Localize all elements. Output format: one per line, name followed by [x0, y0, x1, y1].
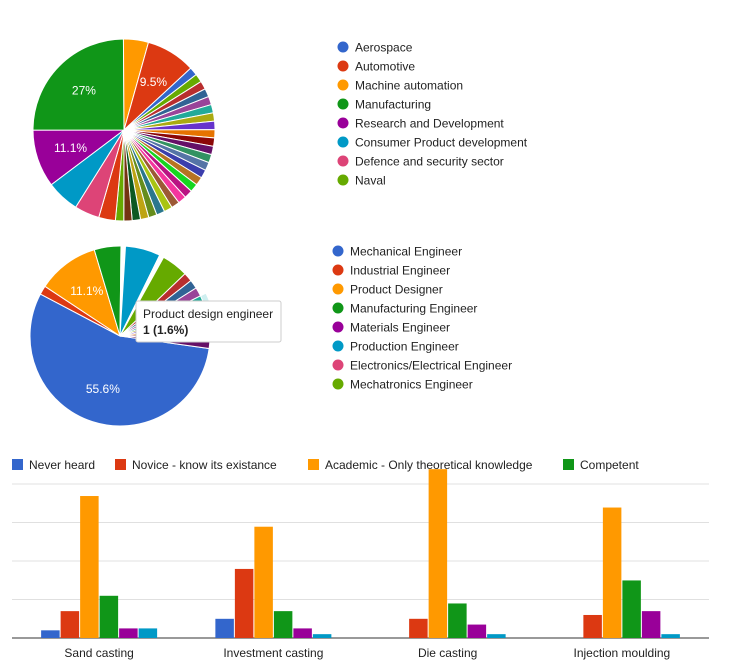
legend-label-materials-engineer[interactable]: Materials Engineer — [350, 321, 450, 335]
pie-slice-consumer-product-development[interactable] — [50, 129, 125, 208]
tooltip-value: 1 (1.6%) — [143, 323, 188, 337]
industry-pie-chart: 11.1% 27% 9.5% — [32, 38, 216, 222]
legend-label-product-designer[interactable]: Product Designer — [350, 283, 443, 297]
legend-label-electronics-electrical-engineer[interactable]: Electronics/Electrical Engineer — [350, 359, 512, 373]
bar-investment-casting-academic-only-theoretical-knowledge[interactable] — [254, 526, 273, 638]
category-label-die-casting: Die casting — [418, 646, 477, 660]
bar-die-casting-series-4[interactable] — [467, 624, 487, 638]
legend-marker-manufacturing-engineer — [332, 302, 344, 314]
industry-legend: Aerospace Automotive Machine automation Man… — [337, 41, 528, 188]
legend-label-mechanical-engineer[interactable]: Mechanical Engineer — [350, 245, 462, 259]
bar-injection-moulding-competent[interactable] — [622, 580, 641, 638]
bar-investment-casting-series-4[interactable] — [293, 628, 312, 638]
legend-marker-novice-know-its-existance — [115, 459, 126, 470]
legend-marker-aerospace — [337, 41, 349, 53]
legend-marker-academic-only-theoretical-knowledge — [308, 459, 319, 470]
bar-sand-casting-novice-know-its-existance[interactable] — [60, 611, 80, 638]
legend-marker-mechatronics-engineer — [332, 378, 344, 390]
legend-label-consumer-product-development[interactable]: Consumer Product development — [355, 136, 528, 150]
tooltip-title: Product design engineer — [143, 307, 273, 321]
legend-label-defence-and-security-sector[interactable]: Defence and security sector — [355, 155, 504, 169]
category-label-sand-casting: Sand casting — [64, 646, 133, 660]
bar-injection-moulding-series-5[interactable] — [661, 634, 680, 638]
legend-marker-industrial-engineer — [332, 264, 344, 276]
legend-label-automotive[interactable]: Automotive — [355, 60, 415, 74]
legend-marker-competent — [563, 459, 574, 470]
bar-die-casting-series-5[interactable] — [487, 634, 506, 638]
legend-label-production-engineer[interactable]: Production Engineer — [350, 340, 459, 354]
casting-bar-chart: Sand casting Investment casting Die castin… — [12, 469, 709, 660]
legend-label-novice-know-its-existance[interactable]: Novice - know its existance — [132, 458, 277, 472]
pie-slice-manufacturing[interactable] — [32, 38, 125, 131]
legend-label-industrial-engineer[interactable]: Industrial Engineer — [350, 264, 450, 278]
bar-injection-moulding-series-4[interactable] — [641, 611, 661, 638]
legend-label-aerospace[interactable]: Aerospace — [355, 41, 413, 55]
pie-slice-label: 9.5% — [140, 75, 168, 89]
bar-die-casting-competent[interactable] — [448, 603, 467, 638]
legend-marker-electronics-electrical-engineer — [332, 359, 344, 371]
pie-slice-label: 55.6% — [86, 382, 120, 396]
legend-label-never-heard[interactable]: Never heard — [29, 458, 95, 472]
bar-sand-casting-series-5[interactable] — [138, 628, 158, 638]
bar-sand-casting-competent[interactable] — [99, 595, 119, 638]
legend-label-academic-only-theoretical-knowledge[interactable]: Academic - Only theoretical knowledge — [325, 458, 533, 472]
bar-sand-casting-never-heard[interactable] — [41, 630, 60, 638]
legend-label-manufacturing-engineer[interactable]: Manufacturing Engineer — [350, 302, 477, 316]
legend-marker-defence-and-security-sector — [337, 155, 349, 167]
legend-marker-naval — [337, 174, 349, 186]
legend-marker-never-heard — [12, 459, 23, 470]
bar-die-casting-novice-know-its-existance[interactable] — [409, 618, 428, 638]
bar-investment-casting-never-heard[interactable] — [215, 618, 234, 638]
category-label-investment-casting: Investment casting — [223, 646, 323, 660]
casting-legend: Never heard Novice - know its existance Ac… — [12, 458, 639, 472]
role-legend: Mechanical Engineer Industrial Engineer Pr… — [332, 245, 512, 392]
bar-sand-casting-series-4[interactable] — [119, 628, 138, 638]
legend-label-mechatronics-engineer[interactable]: Mechatronics Engineer — [350, 378, 473, 392]
legend-label-naval[interactable]: Naval — [355, 174, 386, 188]
bar-investment-casting-series-5[interactable] — [312, 634, 332, 638]
bar-die-casting-academic-only-theoretical-knowledge[interactable] — [428, 469, 448, 638]
legend-marker-materials-engineer — [332, 321, 344, 333]
legend-marker-production-engineer — [332, 340, 344, 352]
pie-slice-label: 27% — [72, 83, 96, 97]
pie-slice-label: 11.1% — [70, 284, 103, 298]
pie-slice-label: 11.1% — [54, 141, 87, 155]
legend-label-manufacturing[interactable]: Manufacturing — [355, 98, 431, 112]
legend-marker-mechanical-engineer — [332, 245, 344, 257]
legend-marker-product-designer — [332, 283, 344, 295]
legend-marker-manufacturing — [337, 98, 349, 110]
bar-injection-moulding-novice-know-its-existance[interactable] — [583, 614, 602, 638]
legend-label-research-and-development[interactable]: Research and Development — [355, 117, 504, 131]
bar-sand-casting-academic-only-theoretical-knowledge[interactable] — [80, 496, 99, 638]
pie-slice-mechanical-engineer[interactable] — [29, 293, 210, 427]
tooltip-box — [135, 300, 282, 343]
legend-marker-consumer-product-development — [337, 136, 349, 148]
legend-marker-machine-automation — [337, 79, 349, 91]
bar-investment-casting-novice-know-its-existance[interactable] — [234, 568, 254, 638]
legend-label-machine-automation[interactable]: Machine automation — [355, 79, 463, 93]
bar-injection-moulding-academic-only-theoretical-knowledge[interactable] — [602, 507, 622, 638]
pie-tooltip: Product design engineer 1 (1.6%) — [135, 300, 282, 343]
legend-marker-research-and-development — [337, 117, 349, 129]
legend-marker-automotive — [337, 60, 349, 72]
legend-label-competent[interactable]: Competent — [580, 458, 639, 472]
category-label-injection-moulding: Injection moulding — [574, 646, 671, 660]
bar-investment-casting-competent[interactable] — [273, 611, 293, 638]
